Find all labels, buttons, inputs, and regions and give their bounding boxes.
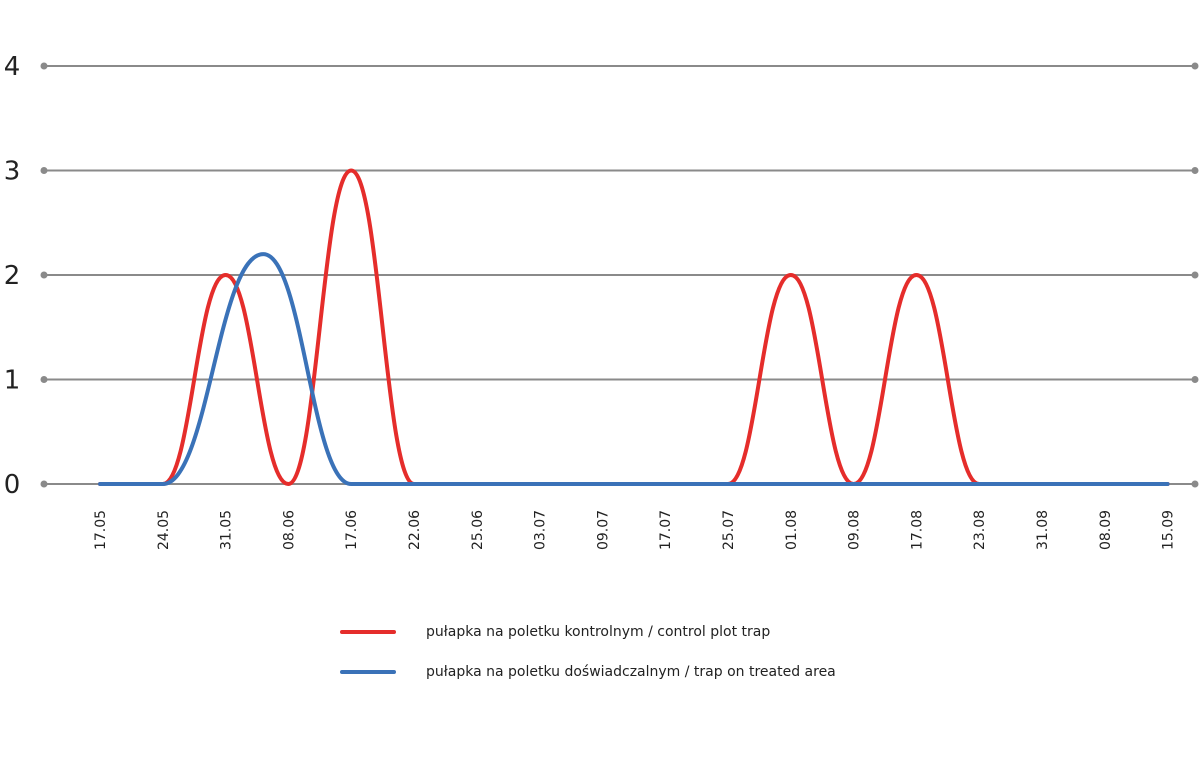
y-tick-label: 3 xyxy=(4,157,21,187)
gridline-dot-right xyxy=(1191,62,1199,70)
x-tick-label: 24.05 xyxy=(156,510,172,550)
legend-label-control: pułapka na poletku kontrolnym / control … xyxy=(426,624,771,640)
line-chart: 0 1 2 3 4 17.05 24.05 31.05 08.06 17.06 22.06 25.06… xyxy=(4,52,1199,550)
legend-label-treated: pułapka na poletku doświadczalnym / trap… xyxy=(426,664,836,680)
gridline-dot-left xyxy=(40,480,48,488)
x-tick-label: 09.08 xyxy=(847,510,863,550)
x-tick-label: 17.05 xyxy=(93,510,109,550)
x-tick-label: 17.07 xyxy=(658,510,674,550)
x-tick-label: 17.06 xyxy=(344,510,360,550)
x-tick-label: 31.05 xyxy=(219,510,235,550)
x-tick-label: 22.06 xyxy=(407,510,423,550)
gridline-dot-left xyxy=(40,167,48,174)
x-tick-label: 17.08 xyxy=(909,510,925,550)
x-tick-label: 01.08 xyxy=(784,510,800,550)
x-tick-label: 08.06 xyxy=(281,510,297,550)
gridline-dot-left xyxy=(40,376,48,383)
legend: pułapka na poletku kontrolnym / control … xyxy=(340,612,836,692)
gridline-dot-left xyxy=(40,62,48,70)
legend-swatch-treated xyxy=(340,670,396,674)
x-tick-label: 03.07 xyxy=(533,510,549,550)
gridline-dot-right xyxy=(1191,376,1199,383)
legend-item-control: pułapka na poletku kontrolnym / control … xyxy=(340,612,836,652)
x-tick-label: 09.07 xyxy=(595,510,611,550)
legend-item-treated: pułapka na poletku doświadczalnym / trap… xyxy=(340,652,836,692)
series-line-treated xyxy=(98,252,1170,486)
y-tick-label: 4 xyxy=(4,52,21,82)
x-tick-label: 23.08 xyxy=(972,510,988,550)
series-line-control xyxy=(98,168,1170,486)
gridline-dot-right xyxy=(1191,167,1199,174)
x-tick-label: 25.06 xyxy=(470,510,486,550)
x-tick-label: 08.09 xyxy=(1098,510,1114,550)
x-tick-label: 31.08 xyxy=(1035,510,1051,550)
legend-swatch-control xyxy=(340,630,396,634)
gridline-dot-right xyxy=(1191,480,1199,488)
x-tick-label: 25.07 xyxy=(721,510,737,550)
y-tick-label: 0 xyxy=(4,470,21,500)
x-tick-label: 15.09 xyxy=(1161,510,1177,550)
gridline-dot-right xyxy=(1191,271,1199,279)
gridline-dot-left xyxy=(40,271,48,279)
y-tick-label: 2 xyxy=(4,261,21,291)
y-tick-label: 1 xyxy=(4,366,21,396)
